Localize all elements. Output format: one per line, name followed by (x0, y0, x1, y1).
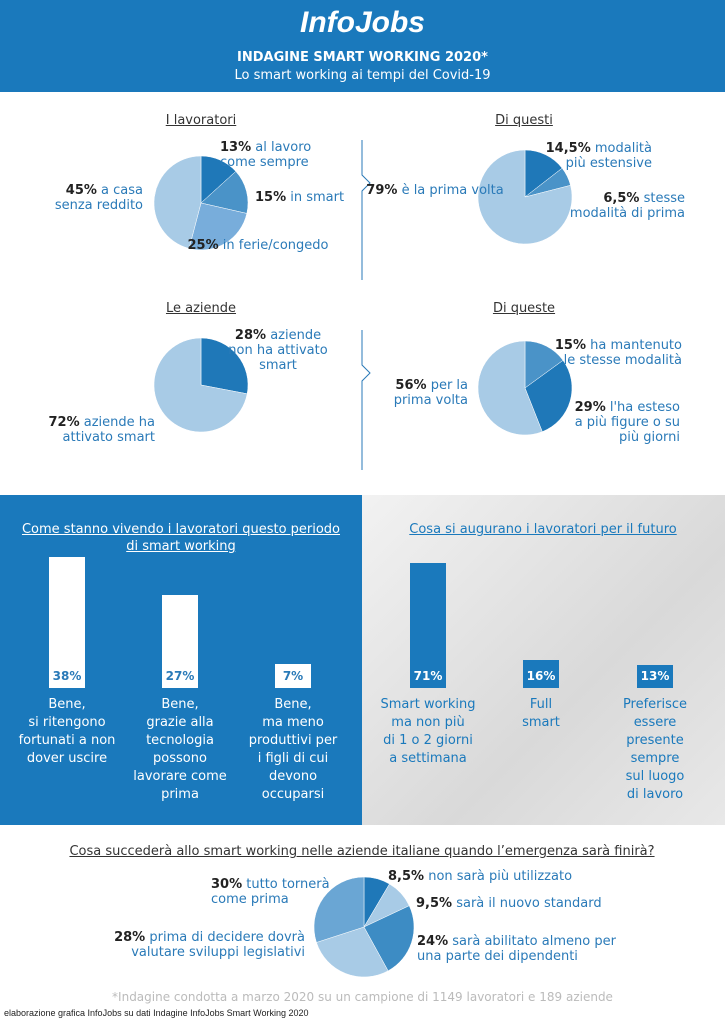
chart-title: Di questi (495, 113, 553, 128)
footnote: *Indagine condotta a marzo 2020 su un ca… (112, 990, 613, 1004)
slice-category: non sarà più utilizzato (428, 869, 573, 884)
slice-value: 29% (574, 400, 606, 415)
pie-slice (316, 926, 389, 978)
chart-title: Cosa si augurano i lavoratori per il fut… (409, 522, 677, 537)
chart-title: Come stanno vivendo i lavoratori questo … (21, 522, 341, 554)
pie-slice (313, 876, 365, 943)
bar-category: Bene, si ritengono fortunati a non dover… (18, 697, 116, 766)
slice-label: 29% l'ha esteso a più figure o su più gi… (480, 400, 680, 445)
slice-value: 6,5% (603, 191, 640, 206)
pie-slice (188, 202, 248, 251)
bar-value: 27% (165, 669, 195, 683)
subtitle: Lo smart working ai tempi del Covid-19 (234, 68, 491, 83)
bar-category: Preferisce essere presente sempre sul lu… (622, 697, 688, 802)
slice-category: in smart (290, 190, 345, 205)
slice-value: 28% (114, 930, 146, 945)
slice-label: 15% ha mantenuto le stesse modalità (482, 338, 682, 368)
slice-value: 15% (554, 338, 587, 353)
slice-value: 28% (234, 328, 267, 343)
header-band (0, 0, 725, 92)
slice-category: per la prima volta (393, 378, 468, 408)
slice-label: 15% in smart (255, 190, 455, 205)
bar (637, 665, 673, 688)
slice-value: 13% (220, 140, 252, 155)
slice-label: 72% aziende ha attivato smart (0, 415, 156, 445)
slice-value: 14,5% (545, 141, 591, 156)
slice-label: 8,5% non sarà più utilizzato (388, 869, 588, 884)
slice-category: modalità più estensive (565, 141, 652, 171)
slice-category: sarà il nuovo standard (456, 896, 602, 911)
slice-label: 25% in ferie/congedo (158, 238, 358, 253)
slice-category: in ferie/congedo (222, 238, 329, 253)
slice-category: aziende non ha attivato smart (228, 328, 328, 373)
bar (49, 556, 85, 688)
chart-title: Le aziende (165, 301, 237, 316)
separator (361, 140, 371, 470)
slice-value: 9,5% (416, 896, 453, 911)
slice-value: 72% (48, 415, 80, 430)
bar-value: 16% (526, 669, 556, 683)
chart-title: Cosa succederà allo smart working nelle … (69, 844, 655, 859)
slice-label: 9,5% sarà il nuovo standard (416, 896, 616, 911)
pie-slice (153, 337, 248, 433)
slice-value: 56% (395, 378, 427, 393)
slice-label: 30% tutto tornerà come prima (211, 877, 411, 907)
slice-label: 14,5% modalità più estensive (452, 141, 652, 171)
bar-category: Bene, grazie alla tecnologia possono lav… (133, 697, 227, 802)
slice-category: è la prima volta (401, 183, 504, 198)
credit: elaborazione grafica InfoJobs su dati In… (4, 1008, 309, 1018)
bar (523, 659, 559, 688)
pie-slice (363, 905, 415, 972)
bar (162, 594, 198, 688)
chart-title: I lavoratori (165, 113, 237, 128)
bar-value: 71% (413, 669, 443, 683)
bar (275, 663, 311, 688)
slice-label: 56% per la prima volta (268, 378, 468, 408)
slice-value: 79% (366, 183, 398, 198)
slice-category: a casa senza reddito (54, 183, 143, 213)
slice-label: 28% prima di decidere dovrà valutare svi… (105, 930, 305, 960)
chart-title: Di queste (492, 301, 556, 316)
slice-category: sarà abilitato almeno per una parte dei … (417, 934, 616, 964)
slice-category: l'ha esteso a più figure o su più giorni (574, 400, 680, 445)
bar-value: 7% (282, 669, 304, 683)
pie-slice (153, 155, 202, 249)
pie-slice (524, 360, 573, 433)
slice-label: 24% sarà abilitato almeno per una parte … (417, 934, 617, 964)
slice-category: al lavoro come sempre (220, 140, 312, 170)
bar-value: 13% (640, 669, 670, 683)
bar-value: 38% (52, 669, 82, 683)
bar-category: Full smart (522, 697, 560, 730)
slice-value: 15% (255, 190, 287, 205)
slice-label: 13% al lavoro come sempre (220, 140, 420, 170)
pie-slice (477, 340, 543, 436)
slice-label: 28% aziende non ha attivato smart (178, 328, 378, 373)
slice-value: 25% (187, 238, 219, 253)
pie-slice (477, 149, 573, 245)
slice-label: 79% è la prima volta (335, 183, 535, 198)
slice-category: tutto tornerà come prima (211, 877, 330, 907)
slice-category: ha mantenuto le stesse modalità (563, 338, 682, 368)
slice-value: 45% (65, 183, 97, 198)
slice-category: aziende ha attivato smart (62, 415, 155, 445)
brand: InfoJobs (300, 6, 425, 39)
slice-value: 8,5% (388, 869, 425, 884)
slice-category: stesse modalità di prima (569, 191, 685, 221)
title: INDAGINE SMART WORKING 2020* (237, 50, 488, 65)
slice-value: 24% (417, 934, 449, 949)
bar (410, 563, 446, 688)
bar-category: Bene, ma meno produttivi per i figli di … (248, 697, 338, 802)
bar-category: Smart working ma non più di 1 o 2 giorni… (380, 697, 476, 766)
slice-label: 6,5% stesse modalità di prima (485, 191, 685, 221)
slice-value: 30% (211, 877, 243, 892)
pie-slice (200, 337, 249, 395)
slice-category: prima di decidere dovrà valutare svilupp… (131, 930, 305, 960)
slice-label: 45% a casa senza reddito (0, 183, 143, 213)
